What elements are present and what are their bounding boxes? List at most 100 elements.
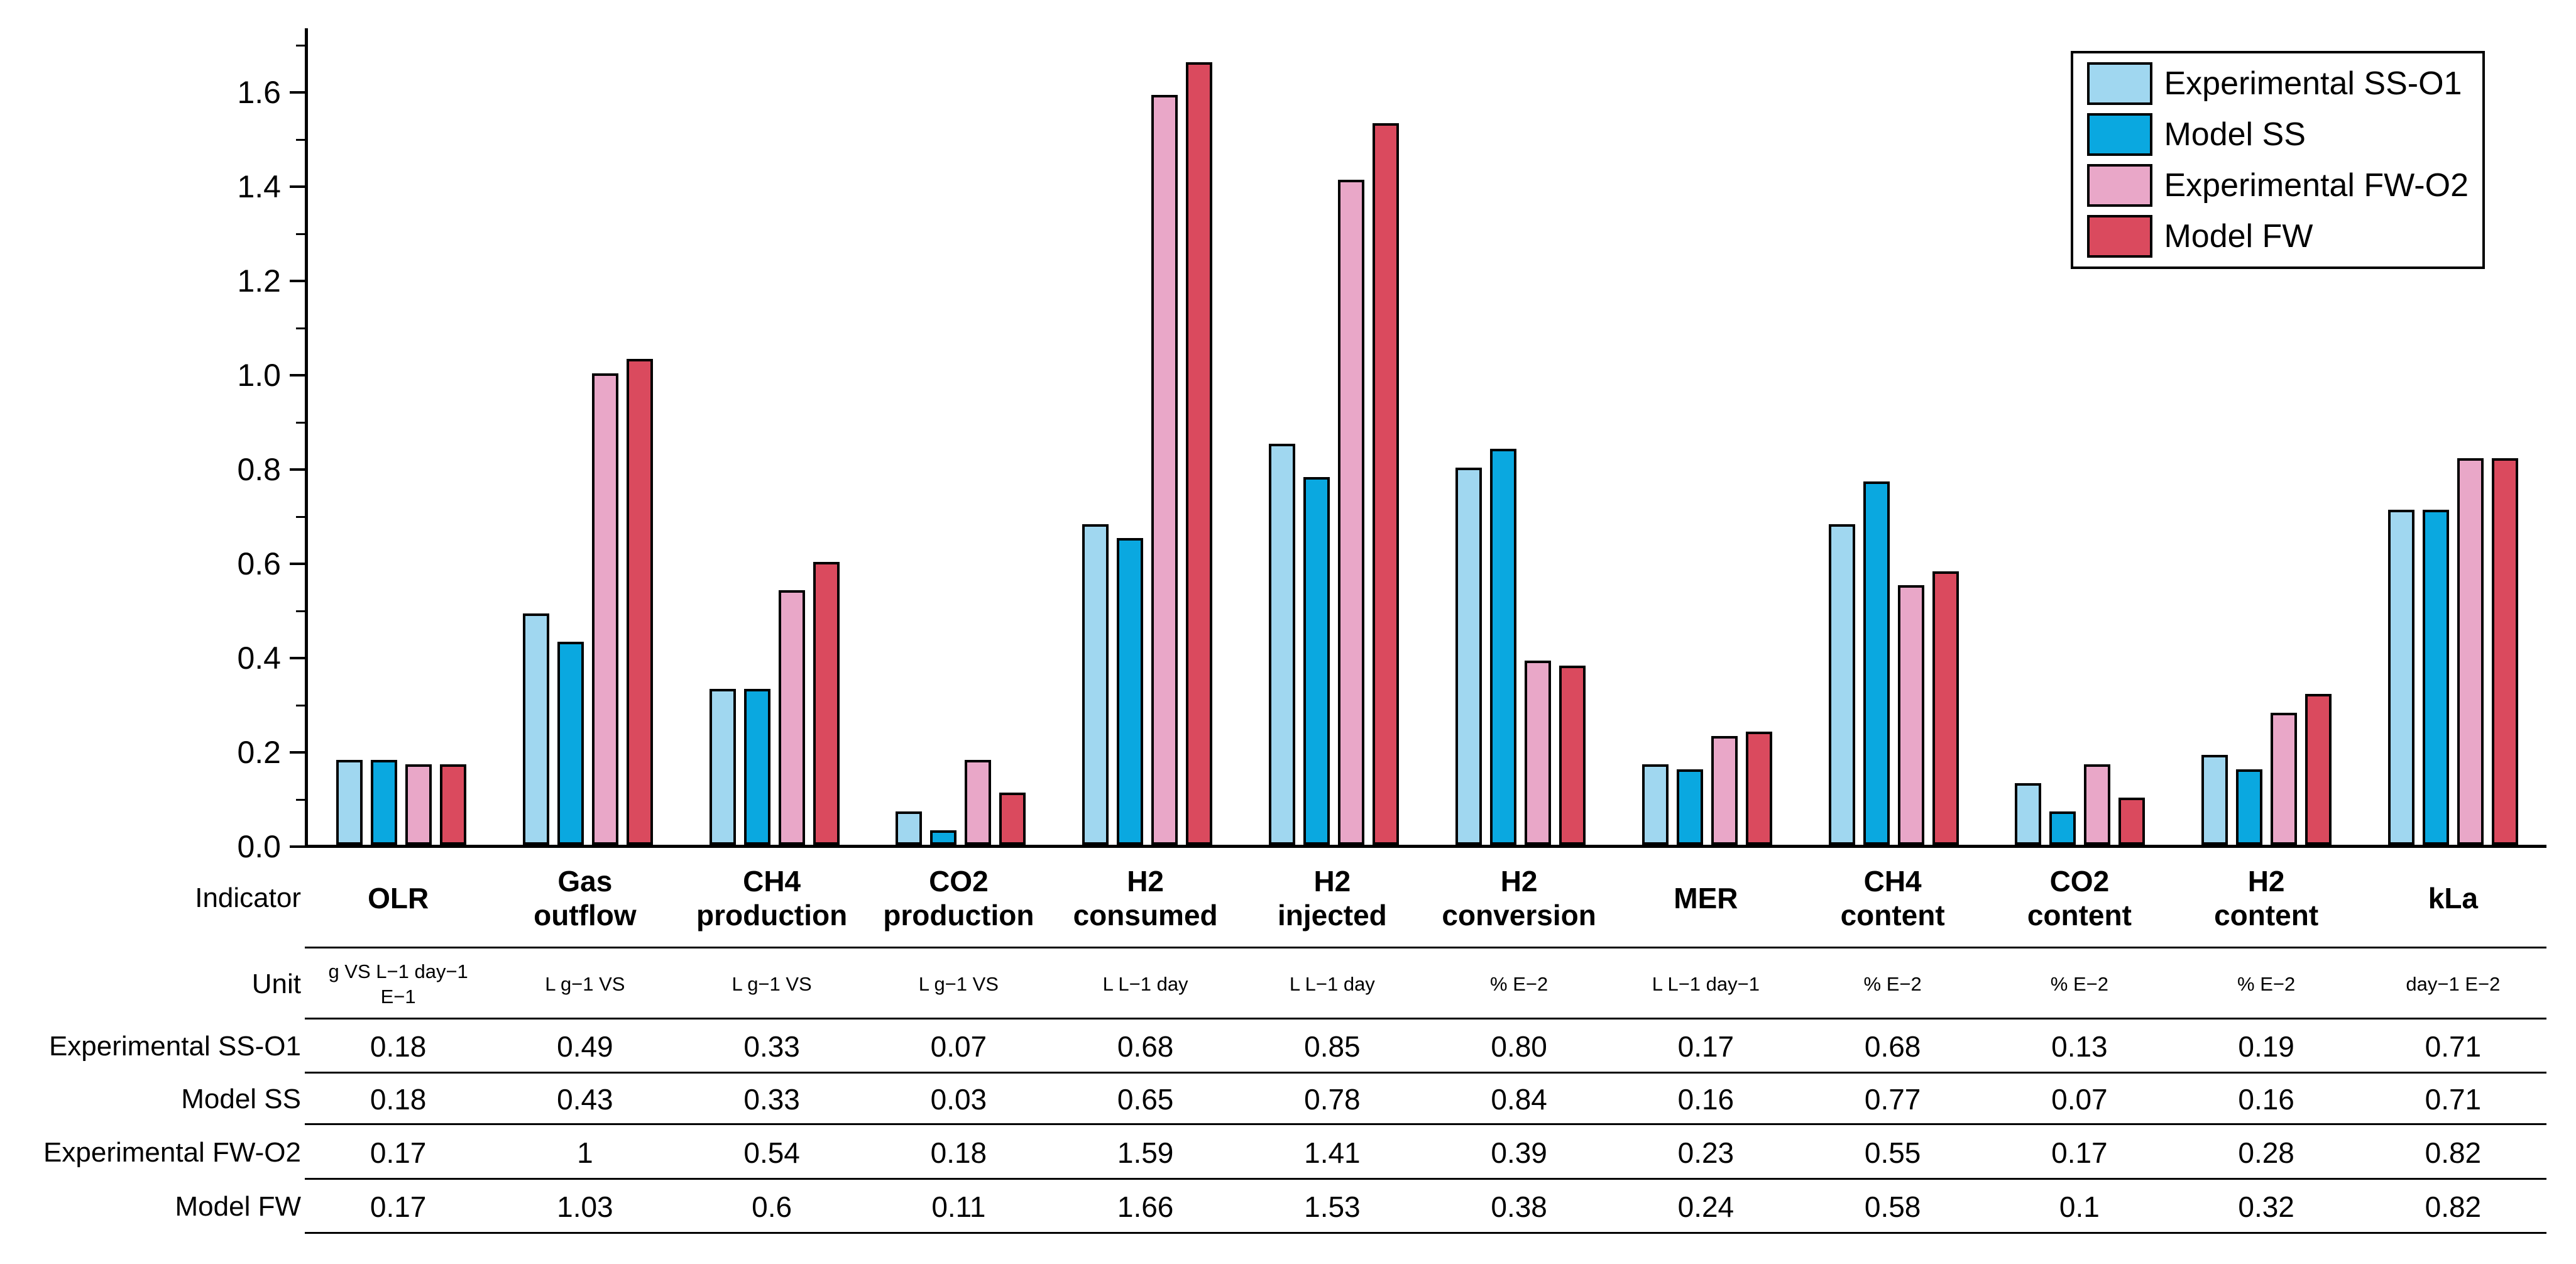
bar — [999, 793, 1026, 845]
table-cell: 0.32 — [2238, 1190, 2294, 1223]
y-axis-minor-tick — [296, 44, 305, 47]
bar-group — [308, 28, 495, 845]
y-axis-minor-tick — [296, 138, 305, 141]
table-row-divider — [305, 1123, 2546, 1125]
unit-cell: L L−1 day — [1289, 972, 1375, 995]
row-label: Model FW — [175, 1191, 301, 1222]
table-cell: 0.24 — [1677, 1190, 1735, 1223]
y-axis-minor-tick — [296, 421, 305, 424]
legend-item: Model SS — [2087, 113, 2469, 156]
unit-cell: % E−2 — [2237, 972, 2296, 995]
bar — [813, 562, 840, 845]
table-row-divider — [305, 1018, 2546, 1019]
bar — [1186, 62, 1213, 845]
bar — [336, 760, 363, 845]
unit-cell: % E−2 — [1490, 972, 1548, 995]
table-cell: 0.65 — [1117, 1083, 1174, 1116]
bar — [2305, 694, 2332, 845]
bar — [2084, 764, 2111, 845]
legend-swatch — [2087, 62, 2153, 105]
table-cell: 0.82 — [2425, 1190, 2482, 1223]
row-label: Experimental SS-O1 — [48, 1031, 301, 1062]
bar — [1642, 764, 1669, 845]
indicator-cell: H2 content — [2214, 865, 2319, 932]
row-label: Model SS — [181, 1084, 301, 1114]
bar-group — [2360, 28, 2546, 845]
table-cell: 0.77 — [1864, 1083, 1921, 1116]
legend-label: Experimental SS-O1 — [2164, 65, 2462, 102]
table-cell: 0.49 — [557, 1030, 613, 1063]
table-cell: 0.71 — [2425, 1083, 2482, 1116]
y-axis-tick-label: 0.8 — [237, 452, 281, 487]
unit-cell: L g−1 VS — [732, 972, 812, 995]
table-cell: 0.18 — [930, 1136, 987, 1169]
indicator-cell: CH4 production — [696, 865, 848, 932]
indicator-cell: MER — [1674, 882, 1738, 915]
table-cell: 0.18 — [370, 1030, 427, 1063]
table-cell: 1.41 — [1304, 1136, 1361, 1169]
table-cell: 0.03 — [930, 1083, 987, 1116]
bar-group — [1054, 28, 1241, 845]
bar — [2271, 713, 2298, 845]
bar-group — [1987, 28, 2173, 845]
table-cell: 0.58 — [1864, 1190, 1921, 1223]
bar-group — [1614, 28, 1800, 845]
bar — [1269, 444, 1296, 845]
table-cell: 1.66 — [1117, 1190, 1174, 1223]
unit-cell: day−1 E−2 — [2406, 972, 2501, 995]
bar — [778, 590, 805, 845]
legend-item: Experimental SS-O1 — [2087, 62, 2469, 105]
table-cell: 1.03 — [557, 1190, 613, 1223]
indicator-cell: OLR — [368, 882, 429, 915]
indicator-cell: CO2 production — [883, 865, 1034, 932]
bar — [1524, 661, 1551, 845]
y-axis-minor-tick — [296, 327, 305, 329]
bar — [1082, 524, 1109, 845]
bar — [1932, 571, 1959, 845]
bar — [522, 613, 549, 845]
bar — [1489, 449, 1516, 845]
table-cell: 0.68 — [1864, 1030, 1921, 1063]
bar — [965, 760, 992, 845]
bar — [2388, 510, 2415, 845]
table-row: Experimental FW-O2 0.17 1 0.54 0.18 1.59 1.41 0… — [0, 1125, 2546, 1180]
bar — [1711, 736, 1738, 845]
bar — [1897, 585, 1924, 845]
bar — [626, 359, 653, 845]
unit-cell: % E−2 — [2050, 972, 2108, 995]
bar — [1303, 477, 1330, 845]
y-axis-major-tick — [290, 468, 305, 471]
bar — [709, 689, 736, 845]
table-cell: 0.17 — [2051, 1136, 2108, 1169]
bar — [405, 764, 432, 845]
y-axis-tick-label: 1.4 — [237, 169, 281, 204]
bar — [1151, 95, 1178, 845]
bar — [1559, 666, 1586, 845]
table-cell: 0.71 — [2425, 1030, 2482, 1063]
y-axis-minor-tick — [296, 798, 305, 801]
table-cell: 0.55 — [1864, 1136, 1921, 1169]
bar — [1828, 524, 1855, 845]
table-cell: 0.11 — [931, 1190, 986, 1223]
bar — [2015, 783, 2042, 845]
indicator-cell: kLa — [2428, 882, 2478, 915]
table-cell: 0.68 — [1117, 1030, 1174, 1063]
table-cell: 0.82 — [2425, 1136, 2482, 1169]
table-cell: 0.16 — [2238, 1083, 2294, 1116]
table-cell: 0.33 — [743, 1030, 800, 1063]
bar — [1338, 180, 1365, 845]
bar — [2236, 769, 2263, 845]
table-cell: 0.1 — [2059, 1190, 2100, 1223]
table-cell: 0.33 — [743, 1083, 800, 1116]
y-axis-major-tick — [290, 185, 305, 188]
indicator-cell: H2 conversion — [1442, 865, 1596, 932]
bar-group — [495, 28, 681, 845]
table-cell: 0.17 — [1677, 1030, 1735, 1063]
y-axis-major-tick — [290, 751, 305, 754]
table-row: Model SS 0.18 0.43 0.33 0.03 0.65 0.78 0.84 0.16… — [0, 1074, 2546, 1125]
bar — [2492, 458, 2519, 845]
y-axis-tick-label: 1.0 — [237, 358, 281, 393]
table-cell: 1.59 — [1117, 1136, 1174, 1169]
table-cell: 0.28 — [2238, 1136, 2294, 1169]
bar — [1455, 468, 1482, 845]
